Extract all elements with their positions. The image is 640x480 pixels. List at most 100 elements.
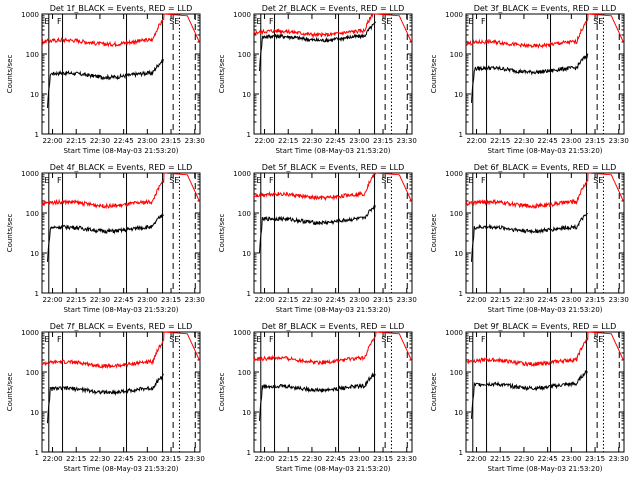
y-tick-label: 1 — [247, 449, 251, 457]
x-tick-label: 22:15 — [66, 296, 86, 304]
panel-det-5: Det 5f_BLACK = Events, RED = LLD Counts/s… — [218, 163, 417, 314]
y-tick-label: 1000 — [21, 170, 39, 178]
lld-series-line — [253, 172, 413, 203]
plot-frame — [465, 13, 625, 135]
flag-label: SE — [381, 335, 391, 344]
y-axis-label: Counts/sec — [218, 214, 226, 253]
events-series-line — [47, 58, 165, 108]
flag-label: E — [256, 176, 261, 185]
y-axis-label: Counts/sec — [6, 214, 14, 253]
y-axis-label: Counts/sec — [430, 55, 438, 94]
panel-title: Det 4f_BLACK = Events, RED = LLD — [50, 163, 193, 172]
y-tick-label: 10 — [30, 250, 39, 258]
x-tick-label: 22:30 — [514, 296, 534, 304]
x-tick-label: 23:30 — [185, 137, 205, 145]
x-tick-label: 22:00 — [42, 455, 62, 463]
x-axis-label: Start Time (08-May-03 21:53:20) — [487, 306, 602, 314]
flag-label: F — [57, 176, 62, 185]
x-tick-label: 23:30 — [609, 137, 629, 145]
plot-frame — [253, 13, 413, 135]
panel-title: Det 2f_BLACK = Events, RED = LLD — [262, 4, 405, 13]
y-tick-label: 100 — [238, 51, 251, 59]
x-tick-label: 22:15 — [490, 455, 510, 463]
y-tick-label: 1000 — [445, 11, 463, 19]
plot-frame — [41, 13, 201, 135]
y-axis-label: Counts/sec — [218, 373, 226, 412]
x-tick-label: 23:15 — [161, 455, 181, 463]
plot-frame — [253, 172, 413, 294]
x-tick-label: 22:30 — [302, 137, 322, 145]
y-tick-label: 100 — [450, 210, 463, 218]
flag-label: E — [44, 17, 49, 26]
panel-title: Det 6f_BLACK = Events, RED = LLD — [474, 163, 617, 172]
x-tick-label: 22:00 — [466, 455, 486, 463]
x-tick-label: 22:00 — [42, 137, 62, 145]
events-series-line — [47, 373, 164, 424]
panel-title: Det 1f_BLACK = Events, RED = LLD — [50, 4, 193, 13]
lld-series-line — [465, 172, 625, 210]
y-tick-label: 1000 — [233, 329, 251, 337]
x-tick-label: 23:30 — [397, 296, 417, 304]
x-tick-label: 22:30 — [302, 296, 322, 304]
x-tick-label: 22:00 — [42, 296, 62, 304]
x-tick-label: 22:15 — [490, 137, 510, 145]
x-tick-label: 22:15 — [278, 455, 298, 463]
x-tick-label: 22:30 — [90, 455, 110, 463]
x-tick-label: 22:45 — [114, 137, 134, 145]
x-tick-label: 22:30 — [302, 455, 322, 463]
x-tick-label: 23:15 — [585, 455, 605, 463]
panel-det-2: Det 2f_BLACK = Events, RED = LLD Counts/s… — [218, 4, 417, 155]
flag-label: SE — [169, 17, 179, 26]
plot-frame — [465, 172, 625, 294]
flag-label: E — [256, 335, 261, 344]
y-axis-label: Counts/sec — [430, 373, 438, 412]
y-tick-label: 1 — [459, 290, 463, 298]
events-series-line — [259, 205, 376, 254]
x-tick-label: 22:15 — [278, 137, 298, 145]
x-tick-label: 22:45 — [538, 137, 558, 145]
y-tick-label: 10 — [30, 409, 39, 417]
x-tick-label: 22:00 — [466, 137, 486, 145]
flag-label: E — [468, 335, 473, 344]
x-tick-label: 23:00 — [349, 296, 369, 304]
panel-det-7: Det 7f_BLACK = Events, RED = LLD Counts/s… — [6, 322, 205, 473]
x-tick-label: 23:00 — [349, 137, 369, 145]
flag-label: SE — [381, 17, 391, 26]
flag-label: E — [44, 335, 49, 344]
x-axis-label: Start Time (08-May-03 21:53:20) — [275, 147, 390, 155]
panel-title: Det 5f_BLACK = Events, RED = LLD — [262, 163, 405, 172]
x-tick-label: 22:30 — [90, 296, 110, 304]
y-tick-label: 1000 — [233, 11, 251, 19]
y-axis-label: Counts/sec — [430, 214, 438, 253]
events-series-line — [259, 372, 376, 421]
x-tick-label: 23:30 — [185, 296, 205, 304]
x-tick-label: 23:15 — [373, 455, 393, 463]
y-tick-label: 100 — [238, 210, 251, 218]
x-tick-label: 23:00 — [137, 137, 157, 145]
panel-det-9: Det 9f_BLACK = Events, RED = LLD Counts/s… — [430, 322, 629, 473]
plot-frame — [465, 331, 625, 453]
flag-label: F — [481, 176, 486, 185]
panel-title: Det 3f_BLACK = Events, RED = LLD — [474, 4, 617, 13]
panel-title: Det 7f_BLACK = Events, RED = LLD — [50, 322, 193, 331]
x-axis-label: Start Time (08-May-03 21:53:20) — [487, 147, 602, 155]
y-tick-label: 1 — [35, 131, 39, 139]
x-tick-label: 23:00 — [561, 137, 581, 145]
lld-series-line — [41, 13, 201, 48]
x-tick-label: 23:30 — [397, 455, 417, 463]
events-series-line — [47, 213, 164, 262]
events-series-line — [471, 213, 588, 262]
x-tick-label: 22:15 — [66, 137, 86, 145]
y-tick-label: 100 — [238, 369, 251, 377]
y-axis-label: Counts/sec — [6, 373, 14, 412]
x-tick-label: 23:00 — [137, 296, 157, 304]
flag-label: E — [44, 176, 49, 185]
x-tick-label: 23:15 — [161, 296, 181, 304]
x-tick-label: 23:00 — [561, 296, 581, 304]
x-tick-label: 22:45 — [538, 455, 558, 463]
flag-label: E — [468, 176, 473, 185]
panel-title: Det 8f_BLACK = Events, RED = LLD — [262, 322, 405, 331]
x-axis-label: Start Time (08-May-03 21:53:20) — [63, 147, 178, 155]
x-axis-label: Start Time (08-May-03 21:53:20) — [63, 306, 178, 314]
